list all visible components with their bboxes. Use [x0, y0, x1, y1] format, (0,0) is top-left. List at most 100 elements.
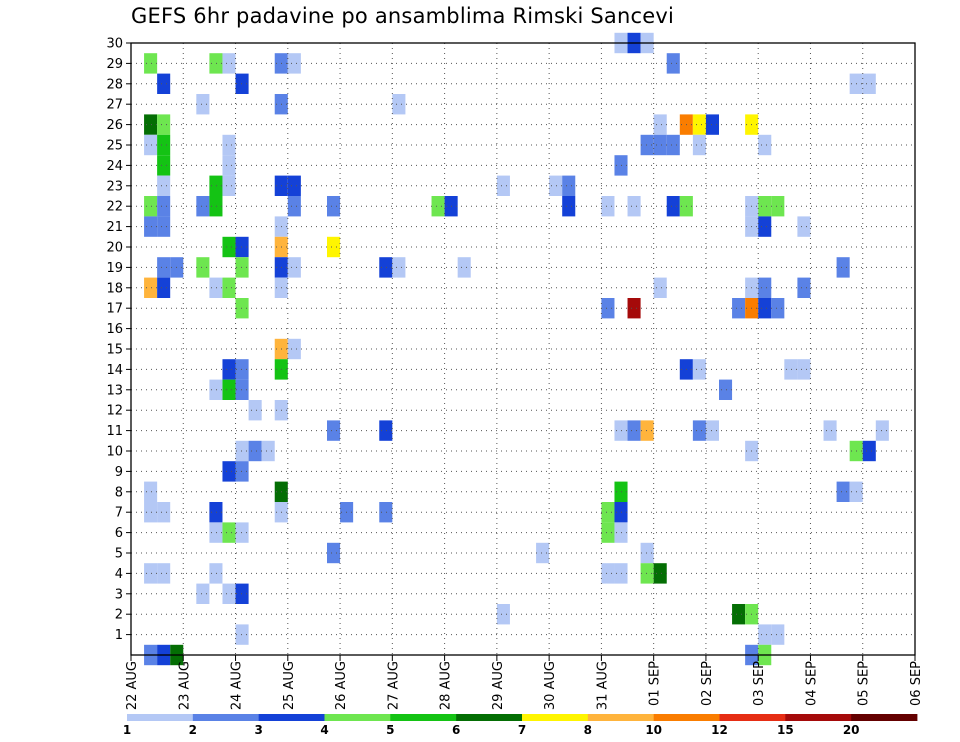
heatmap-cell	[222, 461, 236, 482]
heatmap-cell	[758, 134, 772, 156]
heatmap-cell	[144, 502, 158, 523]
heatmap-cell	[287, 338, 301, 360]
heatmap-cell	[627, 196, 641, 217]
heatmap-cell	[287, 53, 301, 74]
heatmap-cell	[732, 298, 746, 319]
x-tick-label: 22 AUG	[125, 661, 140, 710]
heatmap-cell	[601, 522, 615, 543]
heatmap-cell	[196, 257, 210, 278]
heatmap-cell	[222, 175, 236, 196]
heatmap-cell	[222, 522, 236, 543]
heatmap-cell	[771, 196, 785, 217]
heatmap-cell	[196, 583, 210, 604]
heatmap-cell	[392, 94, 406, 115]
heatmap-cell	[327, 542, 341, 564]
heatmap-cell	[235, 73, 249, 94]
heatmap-cell	[692, 420, 706, 441]
heatmap-cell	[797, 359, 811, 380]
x-tick-label: 05 SEP	[857, 661, 872, 706]
heatmap-cell	[235, 522, 249, 543]
heatmap-cell	[327, 196, 341, 217]
heatmap-cell	[235, 298, 249, 319]
y-tick-label: 25	[106, 139, 123, 154]
y-tick-label: 16	[106, 322, 123, 337]
heatmap-cell	[797, 216, 811, 237]
heatmap-cell	[157, 563, 171, 584]
heatmap-cell	[705, 420, 719, 441]
heatmap-cell	[144, 196, 158, 217]
legend-swatch	[785, 714, 852, 721]
heatmap-cell	[261, 440, 275, 462]
plot-frame	[130, 42, 916, 656]
heatmap-cell	[601, 563, 615, 584]
heatmap-cell	[666, 53, 680, 74]
y-tick-label: 17	[106, 302, 123, 317]
legend-swatch	[851, 714, 918, 721]
y-tick-label: 19	[106, 261, 123, 276]
x-tick-label: 02 SEP	[700, 661, 715, 706]
x-tick-label: 25 AUG	[282, 661, 297, 710]
y-axis: 1234567891011121314151617181920212223242…	[106, 37, 131, 643]
heatmap-cell	[562, 196, 576, 217]
heatmap-cell	[666, 134, 680, 156]
y-tick-label: 28	[106, 77, 123, 92]
heatmap-cell	[653, 277, 667, 298]
heatmap-cell	[235, 379, 249, 400]
heatmap-cell	[157, 155, 171, 176]
heatmap-cell	[457, 257, 471, 278]
heatmap-cell	[209, 175, 223, 196]
heatmap-cell	[692, 359, 706, 380]
x-tick-label: 01 SEP	[648, 661, 663, 706]
heatmap-cell	[209, 502, 223, 523]
heatmap-cell	[719, 379, 733, 400]
heatmap-cell	[287, 196, 301, 217]
y-tick-label: 24	[106, 159, 123, 174]
x-tick-label: 29 AUG	[491, 661, 506, 710]
legend-label: 10	[645, 723, 662, 737]
y-tick-label: 22	[106, 200, 123, 215]
heatmap-cell	[248, 440, 262, 462]
heatmap-cell	[327, 420, 341, 441]
heatmap-cell	[627, 298, 641, 319]
legend-label: 4	[320, 723, 328, 737]
y-tick-label: 18	[106, 281, 123, 296]
heatmap-cell	[235, 583, 249, 604]
heatmap-cell	[758, 196, 772, 217]
heatmap-cell	[496, 175, 510, 196]
heatmap-cell	[235, 624, 249, 645]
legend-label: 3	[254, 723, 262, 737]
heatmap-cell	[222, 359, 236, 380]
heatmap-cell	[758, 624, 772, 645]
heatmap-cell	[144, 481, 158, 502]
heatmap-cell	[209, 563, 223, 584]
heatmap-cell	[601, 196, 615, 217]
heatmap-cell	[327, 236, 341, 258]
heatmap-cell	[758, 216, 772, 237]
y-tick-label: 26	[106, 118, 123, 133]
heatmap-cell	[157, 196, 171, 217]
legend-label: 2	[189, 723, 197, 737]
heatmap-cell	[797, 277, 811, 298]
legend-label: 12	[711, 723, 728, 737]
legend-swatch	[390, 714, 457, 721]
y-tick-label: 21	[106, 220, 123, 235]
y-tick-label: 10	[106, 445, 123, 460]
y-tick-label: 29	[106, 57, 123, 72]
y-tick-label: 11	[106, 424, 123, 439]
heatmap-cell	[235, 236, 249, 258]
heatmap-cell	[157, 114, 171, 135]
heatmap-cell	[157, 277, 171, 298]
x-tick-label: 26 AUG	[334, 661, 349, 710]
y-tick-label: 1	[115, 628, 123, 643]
heatmap-cell	[640, 420, 654, 441]
heatmap-cell	[209, 196, 223, 217]
heatmap-cell	[144, 563, 158, 584]
heatmap-cell	[705, 114, 719, 135]
grid-layer	[131, 43, 915, 655]
y-tick-label: 9	[115, 465, 123, 480]
y-tick-label: 3	[115, 587, 123, 602]
heatmap-cell	[222, 583, 236, 604]
heatmap-cell	[287, 175, 301, 196]
heatmap-cell	[836, 257, 850, 278]
